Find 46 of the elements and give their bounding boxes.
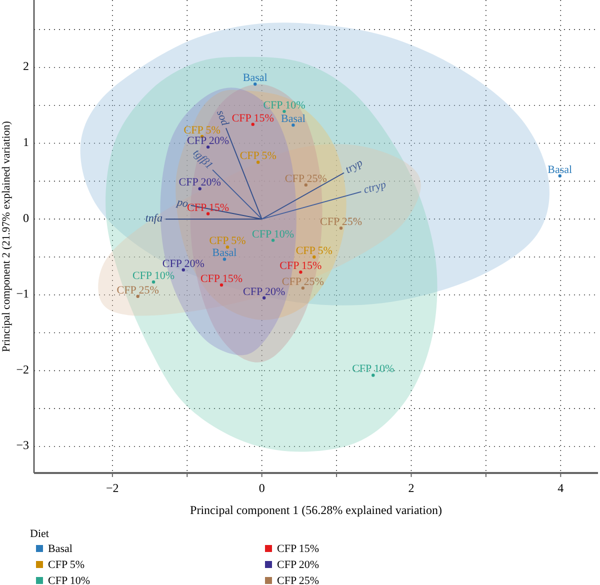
text: tgfβ1 xyxy=(190,147,215,172)
data-label: CFP 5% xyxy=(296,244,332,257)
data-label: CFP 5% xyxy=(184,124,220,136)
x-tick-label: 2 xyxy=(408,481,414,495)
data-label: CFP 5% xyxy=(209,235,246,248)
y-tick-label: −3 xyxy=(16,438,29,452)
legend-label: Basal xyxy=(48,543,72,555)
legend-label: CFP 15% xyxy=(277,543,320,555)
legend-label: CFP 10% xyxy=(48,575,90,585)
data-label: CFP 10% xyxy=(132,270,175,282)
data-label: CFP 25% xyxy=(116,284,159,296)
legend-label: CFP 20% xyxy=(277,559,320,571)
data-label: CFP 20% xyxy=(187,135,230,148)
legend-title: Diet xyxy=(30,528,49,540)
series-label: tnfa xyxy=(145,212,163,225)
x-axis-title: Principal component 1 (56.28% explained variation) xyxy=(190,503,442,517)
data-label: Basal xyxy=(212,247,237,260)
data-label: CFP 25% xyxy=(284,172,327,185)
y-tick-label: −2 xyxy=(16,362,29,376)
data-label: CFP 20% xyxy=(243,286,286,298)
data-label: CFP 25% xyxy=(320,216,362,228)
x-tick-label: −2 xyxy=(106,481,119,495)
y-tick-label: −1 xyxy=(16,286,29,301)
data-label: CFP 20% xyxy=(162,258,204,270)
y-tick-label: 1 xyxy=(23,135,29,150)
data-label: Basal xyxy=(548,164,572,176)
data-label: CFP 5% xyxy=(240,150,276,162)
y-axis-title: Principal component 2 (21.97% explained variation) xyxy=(0,120,13,352)
data-label: CFP 15% xyxy=(200,273,243,286)
x-tick-label: 0 xyxy=(258,481,265,495)
data-label: CFP 10% xyxy=(352,363,394,376)
data-label: CFP 15% xyxy=(280,260,322,272)
data-label: Basal xyxy=(242,72,268,84)
text: ctryp xyxy=(362,178,388,196)
data-label: CFP 25% xyxy=(282,276,324,288)
data-label: CFP 10% xyxy=(263,99,306,112)
data-label: CFP 15% xyxy=(232,112,274,124)
legend-label: CFP 5% xyxy=(48,559,85,571)
data-label: CFP 10% xyxy=(252,228,294,240)
x-tick-label: 4 xyxy=(558,481,564,495)
y-tick-label: 0 xyxy=(23,210,29,225)
legend-label: CFP 25% xyxy=(277,575,320,585)
data-label: CFP 20% xyxy=(178,176,221,189)
data-label: Basal xyxy=(280,113,306,126)
text: tryp xyxy=(343,156,366,176)
y-tick-label: 2 xyxy=(23,59,29,74)
